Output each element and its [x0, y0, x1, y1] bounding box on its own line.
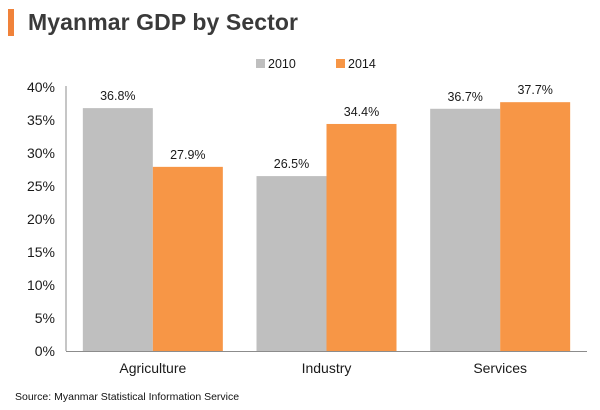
- x-tick-label: Services: [473, 360, 527, 376]
- bar-2014-industry: [326, 123, 397, 352]
- source-note: Source: Myanmar Statistical Information …: [15, 391, 240, 403]
- bar-2014-agriculture: [152, 166, 223, 351]
- y-tick-label: 40%: [27, 79, 55, 95]
- data-label: 36.8%: [100, 89, 135, 103]
- data-label: 36.7%: [447, 90, 482, 104]
- y-tick-label: 10%: [27, 277, 55, 293]
- data-label: 34.4%: [344, 105, 379, 119]
- legend-label: 2014: [348, 57, 376, 71]
- bar-2010-agriculture: [82, 108, 153, 352]
- bar-2010-services: [430, 108, 501, 351]
- x-tick-label: Agriculture: [119, 360, 186, 376]
- legend-swatch-2014: [336, 59, 345, 68]
- bar-2010-industry: [256, 176, 327, 351]
- y-tick-label: 15%: [27, 244, 55, 260]
- bar-2014-services: [500, 102, 571, 352]
- data-label: 37.7%: [517, 83, 552, 97]
- data-label: 26.5%: [274, 157, 309, 171]
- legend-label: 2010: [268, 57, 296, 71]
- y-tick-label: 25%: [27, 178, 55, 194]
- y-tick-label: 35%: [27, 112, 55, 128]
- legend-swatch-2010: [256, 59, 265, 68]
- data-label: 27.9%: [170, 148, 205, 162]
- title-accent-bar: [8, 8, 14, 36]
- chart-title-block: Myanmar GDP by Sector: [8, 8, 298, 36]
- x-tick-label: Industry: [302, 360, 352, 376]
- y-tick-label: 5%: [35, 310, 55, 326]
- y-tick-label: 30%: [27, 145, 55, 161]
- y-tick-label: 20%: [27, 211, 55, 227]
- y-tick-label: 0%: [35, 343, 55, 359]
- chart-title: Myanmar GDP by Sector: [28, 8, 299, 35]
